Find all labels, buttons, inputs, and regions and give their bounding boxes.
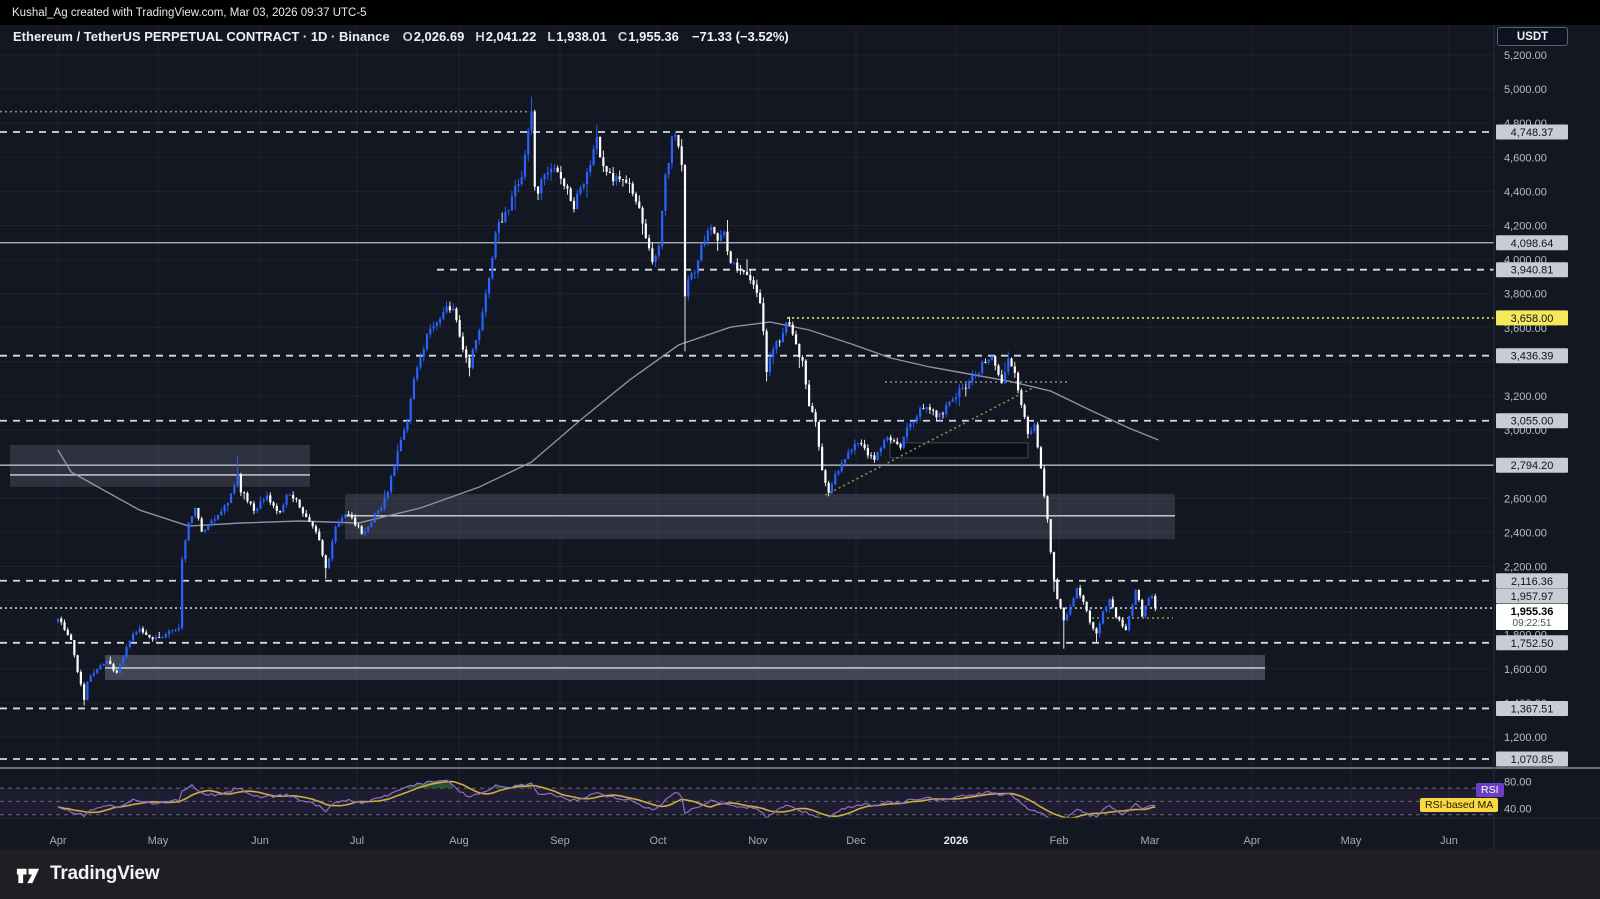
rsi-ma-line [57,780,1156,818]
low-value: 1,938.01 [556,29,607,44]
current-price-label: 1,955.36 [1511,606,1554,618]
high-label: H [475,29,485,44]
time-axis-label: Mar [1141,835,1160,847]
brand-wordmark[interactable]: TradingView [50,863,160,884]
price-level-label: 1,070.85 [1511,754,1554,766]
price-level-label: 1,367.51 [1511,703,1554,715]
price-tick-label: 5,000.00 [1504,84,1547,96]
close-label: C [617,29,628,44]
time-axis-label: May [1341,835,1362,847]
price-tick-label: 1,200.00 [1504,732,1547,744]
price-axis[interactable]: 5,200.005,000.004,800.004,600.004,400.00… [1504,50,1547,816]
price-tick-label: 3,800.00 [1504,289,1547,301]
currency-toggle-button[interactable]: USDT [1497,27,1568,46]
time-axis-label: Apr [1243,835,1260,847]
footer-bar: TradingView [0,849,1600,899]
low-label: L [547,29,556,44]
time-axis-label: Jun [251,835,269,847]
price-level-label: 1,957.97 [1511,591,1554,603]
price-tick-label: 3,600.00 [1504,323,1547,335]
price-level-label: 2,116.36 [1511,576,1553,588]
open-value: 2,026.69 [413,29,465,44]
candles-layer [56,96,1157,706]
price-tick-label: 2,600.00 [1504,493,1547,505]
close-value: 1,955.36 [628,29,679,44]
symbol-title[interactable]: Ethereum / TetherUS PERPETUAL CONTRACT ·… [13,29,390,44]
time-axis-label: Jun [1440,835,1458,847]
time-axis-label: Feb [1050,835,1069,847]
time-axis-label: Sep [550,835,570,847]
current-price-box [1496,604,1568,630]
ascending-trendline [825,386,1035,496]
attribution-text: Kushal_Ag created with TradingView.com, … [12,6,367,19]
time-axis-label: Oct [649,835,666,847]
time-axis-label: Jul [350,835,364,847]
open-label: O [402,29,413,44]
price-level-label: 4,098.64 [1511,238,1554,250]
time-axis-label: 2026 [944,835,968,847]
moving-average-line [57,321,1159,527]
rsi-tick-label: 80.00 [1504,777,1532,789]
supply-demand-zones [10,442,1265,681]
price-level-labels: 4,748.37 4,098.64 3,940.81 3,658.00 3,436.39… [1496,124,1568,767]
price-level-label: 3,436.39 [1511,351,1554,363]
rsi-line [57,779,1156,818]
time-axis-label: Dec [846,835,866,847]
price-level-label: 4,748.37 [1511,127,1554,139]
price-tick-label: 2,400.00 [1504,527,1547,539]
rsi-badge[interactable]: RSI [1476,783,1504,797]
tradingview-logo-icon[interactable] [14,861,41,888]
price-level-lines [0,110,1494,760]
high-value: 2,041.22 [485,29,537,44]
price-tick-label: 3,200.00 [1504,391,1547,403]
price-tick-label: 1,600.00 [1504,664,1547,676]
price-tick-label: 4,400.00 [1504,186,1547,198]
time-axis-label: May [148,835,169,847]
rsi-tick-label: 40.00 [1504,804,1532,816]
price-tick-label: 5,200.00 [1504,50,1547,62]
price-level-label: 3,658.00 [1511,313,1554,325]
price-level-label: 3,940.81 [1511,265,1554,277]
price-level-label: 2,794.20 [1511,460,1554,472]
time-axis[interactable]: Apr May Jun Jul Aug Sep Oct Nov Dec 2026 Feb Mar Apr… [49,835,1457,847]
price-tick-label: 4,600.00 [1504,152,1547,164]
symbol-bar: Ethereum / TetherUS PERPETUAL CONTRACT ·… [13,29,789,44]
candle-countdown: 09:22:51 [1513,618,1552,629]
time-axis-label: Aug [449,835,469,847]
rsi-based-ma-badge[interactable]: RSI-based MA [1420,798,1499,812]
ohlc-values: O2,026.69 H2,041.22 L1,938.01 C1,955.36 [403,29,679,44]
price-level-label: 3,055.00 [1511,416,1554,428]
price-tick-label: 2,200.00 [1504,562,1547,574]
rsi-pane [0,779,1494,818]
price-tick-label: 4,200.00 [1504,221,1547,233]
change-value: −71.33 (−3.52%) [691,29,789,44]
price-level-label: 1,752.50 [1511,638,1554,650]
attribution-bar: Kushal_Ag created with TradingView.com, … [0,0,1600,25]
time-axis-label: Apr [49,835,66,847]
time-axis-label: Nov [748,835,768,847]
